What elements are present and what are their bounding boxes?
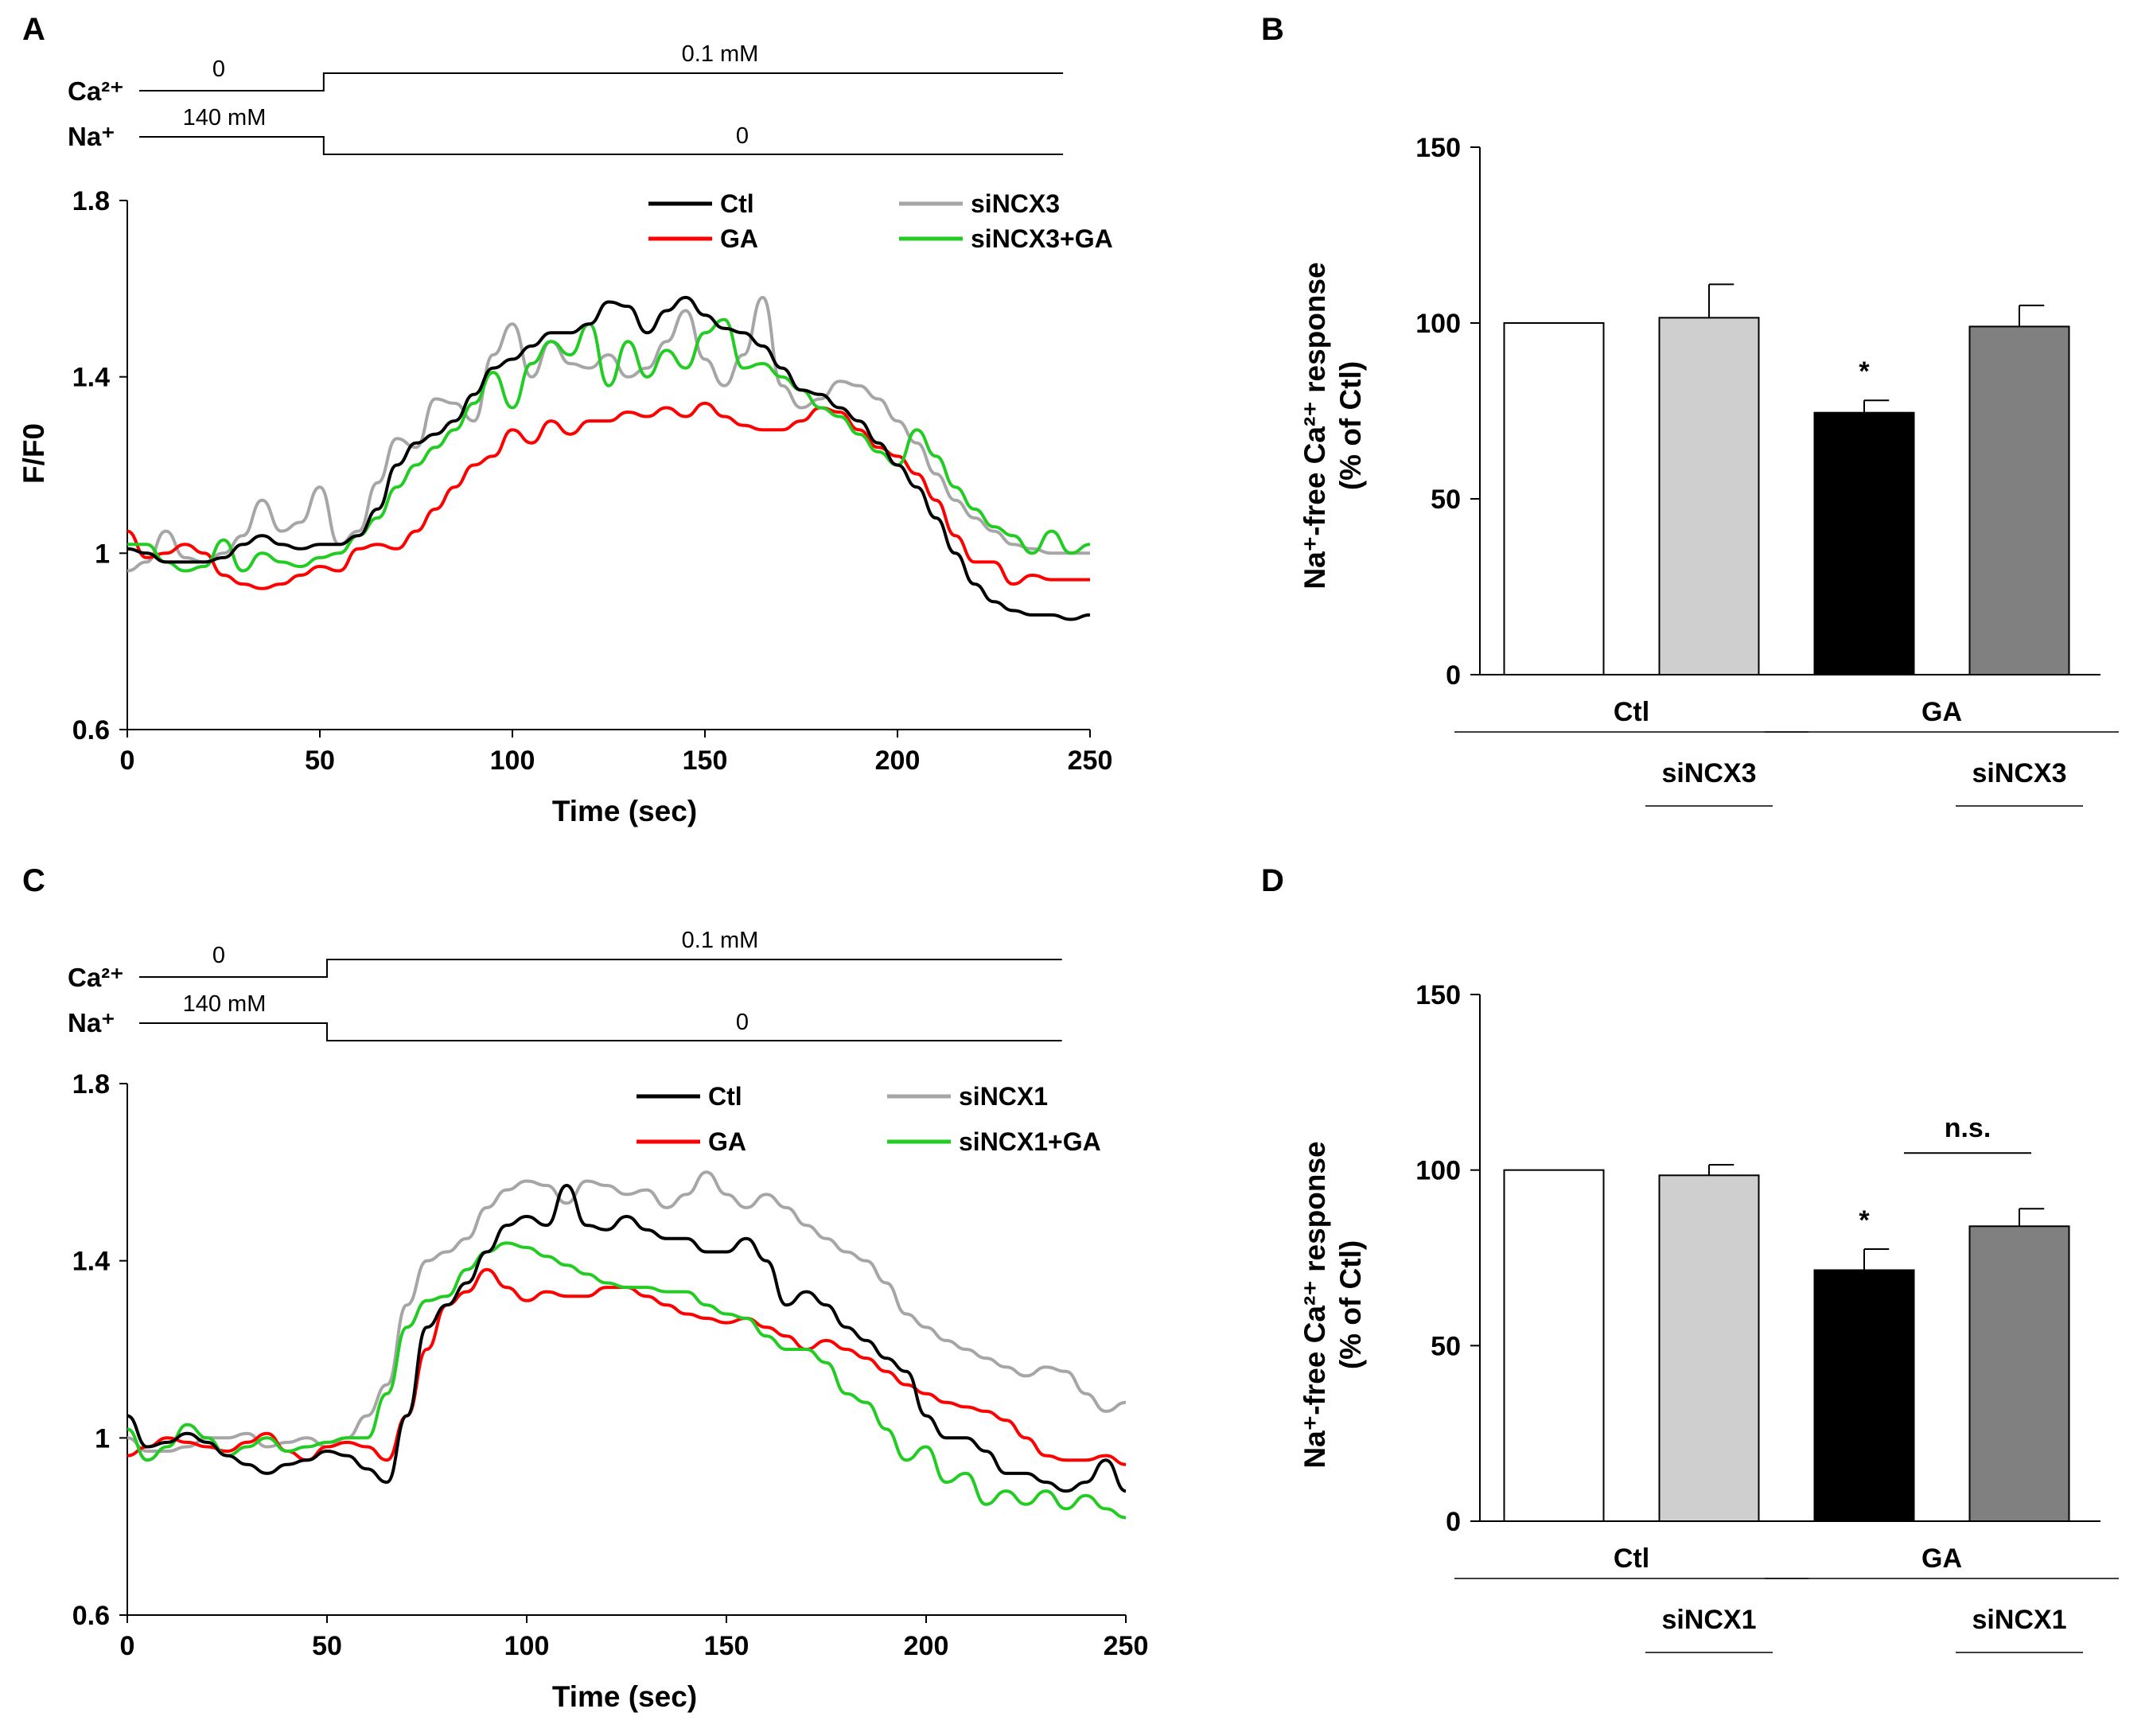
na-label: Na⁺ bbox=[68, 122, 115, 151]
sub-group-label: siNCX3 bbox=[1661, 758, 1756, 788]
ca-label: Ca²⁺ bbox=[68, 963, 124, 992]
y-axis-title: F/F0 bbox=[18, 423, 50, 484]
x-axis-title: Time (sec) bbox=[552, 1680, 697, 1713]
x-tick-label: 150 bbox=[683, 745, 728, 776]
na-after-label: 0 bbox=[736, 1010, 749, 1035]
legend-label-ctl: Ctl bbox=[708, 1082, 742, 1111]
x-tick-label: 100 bbox=[504, 1631, 550, 1661]
y-tick-label: 0 bbox=[1446, 1507, 1461, 1537]
na-before-label: 140 mM bbox=[183, 991, 267, 1017]
legend: Ctl siNCX1 GA siNCX1+GA bbox=[637, 1082, 1101, 1156]
bar bbox=[1968, 1225, 2070, 1523]
sub-group-label: siNCX1 bbox=[1972, 1605, 2066, 1635]
series-line-sincx3 bbox=[127, 295, 1090, 573]
x-tick-label: 150 bbox=[704, 1631, 749, 1661]
na-after-label: 0 bbox=[736, 123, 749, 149]
na-protocol-line bbox=[139, 136, 1064, 155]
series-line-ctl bbox=[127, 1184, 1127, 1493]
legend-label-ctl: Ctl bbox=[720, 189, 754, 218]
y-tick-label: 1.8 bbox=[72, 186, 110, 216]
na-label: Na⁺ bbox=[68, 1008, 115, 1037]
legend-label-ga: GA bbox=[708, 1127, 746, 1156]
panel-letter-c: C bbox=[22, 863, 45, 898]
panel-letter-b: B bbox=[1261, 12, 1284, 47]
ca-protocol-line bbox=[139, 959, 1062, 978]
sub-group-label: siNCX1 bbox=[1661, 1605, 1756, 1635]
solution-protocol: Ca²⁺ Na⁺ 0 0.1 mM 140 mM 0 bbox=[68, 928, 758, 1037]
x-tick-label: 250 bbox=[1068, 745, 1113, 776]
legend-label-sincx1: siNCX1 bbox=[959, 1082, 1048, 1111]
legend: Ctl siNCX3 GA siNCX3+GA bbox=[648, 189, 1113, 253]
y-axis-title-line1: Na⁺-free Ca²⁺ response bbox=[1298, 1141, 1331, 1468]
comparison-label: n.s. bbox=[1945, 1113, 1991, 1143]
ca-before-label: 0 bbox=[212, 943, 225, 968]
x-tick-label: 200 bbox=[875, 745, 921, 776]
na-before-label: 140 mM bbox=[183, 105, 267, 130]
bar-chart-panel-b: Na⁺-free Ca²⁺ response (% of Ctl) 0 50 100… bbox=[1298, 133, 2119, 807]
y-tick-label: 150 bbox=[1415, 980, 1461, 1010]
y-tick-label: 1.4 bbox=[72, 363, 110, 393]
group-label: Ctl bbox=[1614, 697, 1649, 727]
x-tick-label: 100 bbox=[490, 745, 535, 776]
x-tick-label: 50 bbox=[312, 1631, 342, 1661]
ca-protocol-line bbox=[139, 72, 1064, 91]
x-tick-label: 50 bbox=[305, 745, 335, 776]
series-line-sincx3-ga bbox=[127, 317, 1091, 573]
y-tick-label: 0.6 bbox=[72, 1601, 110, 1631]
ca-before-label: 0 bbox=[212, 56, 225, 82]
sub-group-label: siNCX3 bbox=[1972, 758, 2066, 788]
line-chart-panel-c: Ca²⁺ Na⁺ 0 0.1 mM 140 mM 0 Ctl siNCX1 GA… bbox=[68, 928, 1148, 1713]
bar bbox=[1968, 325, 2070, 675]
x-axis-title: Time (sec) bbox=[552, 795, 697, 827]
x-tick-label: 200 bbox=[904, 1631, 949, 1661]
y-tick-label: 1.4 bbox=[72, 1247, 110, 1277]
legend-label-sincx3: siNCX3 bbox=[971, 189, 1060, 218]
y-tick-label: 150 bbox=[1415, 133, 1461, 163]
legend-label-sincx3-ga: siNCX3+GA bbox=[971, 224, 1113, 253]
ca-after-label: 0.1 mM bbox=[682, 928, 759, 953]
y-axis-title-line2: (% of Ctl) bbox=[1334, 361, 1367, 490]
bar bbox=[1813, 411, 1915, 676]
bar bbox=[1658, 317, 1760, 675]
x-tick-label: 0 bbox=[120, 745, 135, 776]
bar-chart-panel-d: Na⁺-free Ca²⁺ response (% of Ctl) 0 50 100… bbox=[1298, 980, 2119, 1653]
group-label: GA bbox=[1921, 1543, 1962, 1574]
y-tick-label: 100 bbox=[1415, 309, 1461, 339]
na-protocol-line bbox=[139, 1022, 1062, 1041]
y-tick-label: 0.6 bbox=[72, 715, 110, 745]
series-line-ga bbox=[127, 1267, 1127, 1466]
x-tick-label: 0 bbox=[120, 1631, 135, 1661]
y-tick-label: 50 bbox=[1431, 485, 1461, 515]
ca-after-label: 0.1 mM bbox=[682, 41, 759, 67]
bar bbox=[1503, 322, 1605, 675]
series-line-ga bbox=[127, 401, 1090, 590]
solution-protocol: Ca²⁺ Na⁺ 0 0.1 mM 140 mM 0 bbox=[68, 41, 758, 151]
legend-label-ga: GA bbox=[720, 224, 758, 253]
ca-label: Ca²⁺ bbox=[68, 76, 124, 106]
y-axis-title-line2: (% of Ctl) bbox=[1334, 1240, 1367, 1369]
bar bbox=[1813, 1269, 1915, 1522]
group-label: Ctl bbox=[1614, 1543, 1649, 1574]
y-tick-label: 0 bbox=[1446, 660, 1461, 691]
line-chart-panel-a: Ca²⁺ Na⁺ 0 0.1 mM 140 mM 0 Ctl siNCX3 GA… bbox=[18, 41, 1113, 827]
series-line-sincx1 bbox=[127, 1170, 1127, 1453]
legend-label-sincx1-ga: siNCX1+GA bbox=[959, 1127, 1101, 1156]
panel-letter-a: A bbox=[22, 12, 45, 47]
y-tick-label: 50 bbox=[1431, 1331, 1461, 1361]
y-tick-label: 100 bbox=[1415, 1156, 1461, 1186]
series-line-sincx1-ga bbox=[127, 1241, 1127, 1520]
significance-mark: * bbox=[1859, 356, 1870, 387]
y-tick-label: 1 bbox=[95, 1423, 110, 1454]
x-tick-label: 250 bbox=[1104, 1631, 1149, 1661]
panel-letter-d: D bbox=[1261, 863, 1284, 898]
series-line-ctl bbox=[127, 295, 1091, 621]
y-tick-label: 1 bbox=[95, 539, 110, 569]
y-axis-title-line1: Na⁺-free Ca²⁺ response bbox=[1298, 262, 1331, 589]
bar bbox=[1658, 1174, 1760, 1522]
group-label: GA bbox=[1921, 697, 1962, 727]
bar bbox=[1503, 1169, 1605, 1522]
y-tick-label: 1.8 bbox=[72, 1069, 110, 1100]
significance-mark: * bbox=[1859, 1205, 1870, 1236]
